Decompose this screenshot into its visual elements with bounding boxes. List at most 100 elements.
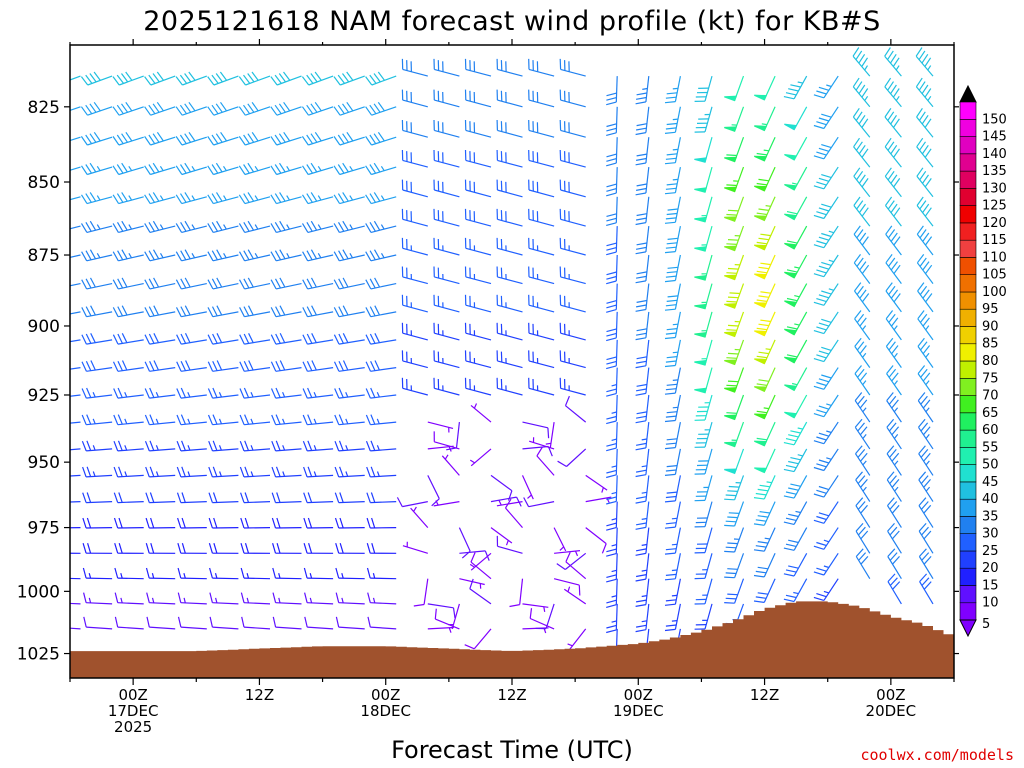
wind-barb	[469, 552, 492, 571]
wind-barb	[724, 283, 745, 309]
wind-barb	[753, 578, 776, 603]
x-tick-label: 00Z	[371, 686, 400, 704]
wind-barb	[916, 107, 934, 138]
wind-barb	[145, 517, 176, 529]
wind-barb	[302, 440, 334, 452]
wind-barb	[754, 136, 776, 162]
wind-barb	[464, 294, 492, 313]
wind-barb	[784, 339, 808, 364]
wind-barb	[813, 421, 839, 445]
wind-barb	[635, 167, 650, 196]
colorbar-swatch	[959, 585, 977, 604]
wind-barb	[606, 475, 618, 505]
wind-barb	[918, 523, 934, 554]
wind-barb	[365, 192, 397, 205]
wind-barb	[303, 567, 334, 580]
wind-barb	[884, 137, 902, 168]
wind-barb	[854, 392, 871, 423]
wind-barb	[272, 543, 302, 554]
wind-barb	[113, 517, 144, 529]
wind-barb	[522, 603, 549, 613]
wind-barb	[175, 192, 207, 205]
wind-barb	[915, 47, 934, 77]
wind-barb	[885, 337, 902, 368]
wind-barb	[238, 192, 271, 205]
colorbar-tick-label: 95	[982, 302, 999, 317]
colorbar-bottom-arrow	[959, 619, 977, 638]
wind-barb	[724, 501, 745, 527]
colorbar-tick-label: 5	[982, 617, 990, 632]
wind-barb	[664, 527, 681, 555]
wind-barb	[70, 196, 81, 201]
colorbar-tick-label: 75	[982, 371, 999, 386]
wind-barb	[80, 101, 113, 116]
wind-barb	[333, 277, 365, 290]
wind-barb	[441, 454, 460, 476]
wind-barb	[529, 608, 555, 630]
wind-barb	[664, 603, 681, 632]
wind-barb	[365, 220, 397, 233]
wind-barb	[113, 440, 144, 452]
colorbar-tick-label: 10	[982, 596, 999, 611]
wind-barb	[559, 179, 586, 198]
wind-barb	[333, 71, 365, 86]
wind-barb	[334, 440, 365, 452]
wind-barb	[917, 310, 934, 341]
wind-barb	[70, 421, 81, 424]
colorbar-swatch	[959, 239, 977, 258]
wind-barb	[565, 551, 587, 580]
wind-barb	[783, 448, 808, 473]
wind-barb	[177, 543, 207, 554]
wind-barb	[522, 445, 553, 457]
colorbar-swatch	[959, 170, 977, 189]
wind-barb	[302, 277, 334, 290]
wind-barb	[784, 283, 808, 308]
wind-barb	[270, 387, 302, 399]
wind-barb	[694, 75, 713, 102]
colorbar-tick-label: 120	[982, 216, 1007, 231]
wind-barb	[664, 553, 681, 581]
colorbar-tick-label: 55	[982, 440, 999, 455]
wind-barb	[784, 311, 808, 336]
wind-barb	[528, 208, 555, 227]
colorbar-swatch	[959, 446, 977, 465]
wind-barb	[694, 603, 713, 630]
wind-barb	[144, 305, 176, 318]
wind-barb	[606, 501, 618, 531]
colorbar-tick-label: 85	[982, 337, 999, 352]
wind-barb	[887, 523, 902, 554]
wind-barb	[113, 466, 144, 478]
wind-barb	[694, 527, 713, 554]
wind-barb	[80, 71, 113, 86]
wind-barb	[365, 440, 397, 452]
wind-barb	[208, 466, 239, 478]
wind-barb	[664, 311, 681, 340]
wind-barb	[694, 311, 713, 338]
wind-barb	[724, 75, 745, 102]
wind-barb	[433, 431, 460, 450]
y-tick-label: 925	[28, 386, 60, 406]
wind-barb	[606, 76, 618, 106]
wind-barb	[270, 305, 302, 318]
wind-barb	[433, 322, 460, 341]
wind-barb	[529, 437, 555, 450]
wind-barb	[884, 47, 902, 77]
wind-barb	[496, 500, 523, 507]
wind-barb	[270, 277, 302, 290]
wind-barb	[528, 58, 555, 77]
wind-barb	[490, 474, 513, 501]
wind-barb	[70, 448, 81, 451]
wind-barb	[334, 387, 365, 399]
colorbar-tick-label: 20	[982, 561, 999, 576]
wind-barb	[207, 387, 239, 399]
wind-barb	[433, 58, 460, 77]
wind-barb	[885, 225, 902, 256]
wind-barb	[238, 277, 271, 290]
wind-barb	[112, 360, 144, 372]
wind-barb	[145, 543, 176, 554]
wind-barb	[113, 414, 144, 426]
y-tick-label: 825	[28, 98, 60, 118]
wind-barb	[272, 567, 302, 580]
wind-barb	[854, 445, 871, 476]
